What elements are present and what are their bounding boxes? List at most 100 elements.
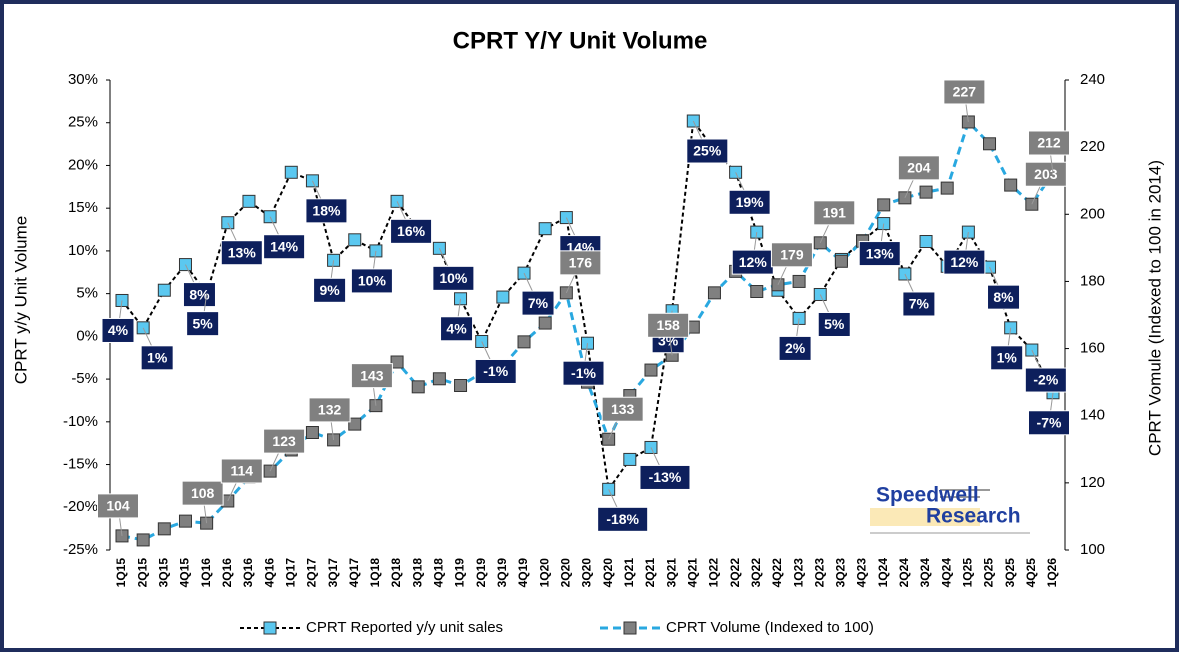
- watermark-bar: [870, 508, 980, 526]
- label-box: [559, 250, 602, 276]
- data-label: 114: [230, 463, 253, 479]
- x-tick-label: 2Q22: [728, 558, 742, 588]
- label-box: [308, 397, 351, 423]
- label-box: [943, 79, 986, 105]
- x-tick-label: 1Q15: [114, 558, 128, 588]
- marker: [983, 137, 997, 151]
- data-label: -1%: [571, 365, 596, 381]
- label-box: [1024, 161, 1067, 187]
- x-tick-label: 1Q24: [876, 558, 890, 588]
- y2-tick-label: 140: [1080, 407, 1105, 424]
- marker: [432, 372, 446, 386]
- x-tick-label: 1Q17: [283, 558, 297, 588]
- x-tick-label: 1Q16: [199, 558, 213, 588]
- data-label: 204: [907, 160, 931, 176]
- data-label: 123: [272, 433, 296, 449]
- label-box: [943, 249, 986, 275]
- x-tick-label: 4Q16: [262, 558, 276, 588]
- label-box: [990, 345, 1024, 371]
- data-label: -18%: [606, 511, 639, 527]
- x-tick-label: 2Q18: [389, 558, 403, 588]
- y-tick-label: 5%: [76, 285, 98, 302]
- x-tick-label: 3Q17: [326, 558, 340, 588]
- label-box: [350, 268, 393, 294]
- label-box: [728, 189, 771, 215]
- x-tick-label: 4Q22: [770, 558, 784, 588]
- marker: [644, 363, 658, 377]
- data-label: -13%: [649, 469, 682, 485]
- x-tick-label: 4Q21: [685, 558, 699, 588]
- y2-axis-label: CPRT Vomule (Indexed to 100 in 2014): [1145, 160, 1164, 456]
- data-label: 212: [1037, 135, 1061, 151]
- label-box: [1024, 367, 1067, 393]
- label-box: [350, 363, 393, 389]
- data-label: 1%: [147, 350, 168, 366]
- x-tick-label: 2Q20: [559, 558, 573, 588]
- label-box: [902, 291, 936, 317]
- marker: [1004, 178, 1018, 192]
- x-tick-label: 1Q21: [622, 558, 636, 588]
- marker: [411, 380, 425, 394]
- legend-marker: [263, 621, 277, 635]
- marker: [919, 185, 933, 199]
- marker: [517, 335, 531, 349]
- marker: [136, 533, 150, 547]
- data-label: 25%: [693, 143, 722, 159]
- data-label: 18%: [312, 203, 341, 219]
- label-box: [597, 506, 649, 532]
- label-box: [987, 284, 1021, 310]
- marker: [538, 222, 552, 236]
- y-tick-label: 0%: [76, 327, 98, 344]
- label-box: [731, 249, 774, 275]
- data-label: 12%: [950, 254, 979, 270]
- x-tick-label: 1Q18: [368, 558, 382, 588]
- x-tick-label: 4Q23: [855, 558, 869, 588]
- data-label: 16%: [397, 223, 426, 239]
- label-box: [858, 241, 901, 267]
- label-box: [390, 218, 433, 244]
- label-box: [220, 458, 263, 484]
- x-tick-label: 2Q15: [135, 558, 149, 588]
- x-tick-label: 3Q15: [156, 558, 170, 588]
- label-box: [140, 345, 174, 371]
- label-box: [263, 234, 306, 260]
- y-tick-label: 10%: [68, 242, 98, 259]
- y-tick-label: -25%: [63, 541, 98, 558]
- label-box: [440, 316, 474, 342]
- x-tick-label: 3Q22: [749, 558, 763, 588]
- data-label: 8%: [993, 289, 1014, 305]
- data-label: 104: [106, 498, 130, 514]
- data-label: 108: [191, 485, 215, 501]
- x-tick-label: 3Q20: [580, 558, 594, 588]
- data-label: 1%: [997, 350, 1018, 366]
- data-label: 179: [780, 246, 804, 262]
- x-tick-label: 4Q18: [432, 558, 446, 588]
- y2-tick-label: 200: [1080, 205, 1105, 222]
- y-tick-label: 15%: [68, 199, 98, 216]
- x-tick-label: 4Q24: [939, 558, 953, 588]
- data-label: 19%: [736, 194, 765, 210]
- data-label: 5%: [824, 316, 845, 332]
- data-label: 8%: [189, 286, 210, 302]
- label-box: [1028, 130, 1070, 156]
- data-label: 2%: [785, 340, 806, 356]
- watermark: Research: [926, 505, 1021, 528]
- label-box: [813, 200, 856, 226]
- y-tick-label: 20%: [68, 156, 98, 173]
- marker: [454, 379, 468, 392]
- x-tick-label: 4Q15: [178, 558, 192, 588]
- label-box: [313, 277, 347, 303]
- label-box: [182, 282, 216, 308]
- legend-label: CPRT Reported y/y unit sales: [306, 619, 503, 636]
- y2-tick-label: 180: [1080, 272, 1105, 289]
- data-label: 13%: [866, 245, 895, 261]
- x-tick-label: 2Q23: [812, 558, 826, 588]
- x-tick-label: 2Q16: [220, 558, 234, 588]
- data-label: 14%: [270, 238, 299, 254]
- marker: [348, 417, 362, 431]
- label-box: [305, 198, 348, 224]
- y2-tick-label: 240: [1080, 71, 1105, 88]
- data-label: 191: [823, 205, 847, 221]
- x-tick-label: 3Q25: [1003, 558, 1017, 588]
